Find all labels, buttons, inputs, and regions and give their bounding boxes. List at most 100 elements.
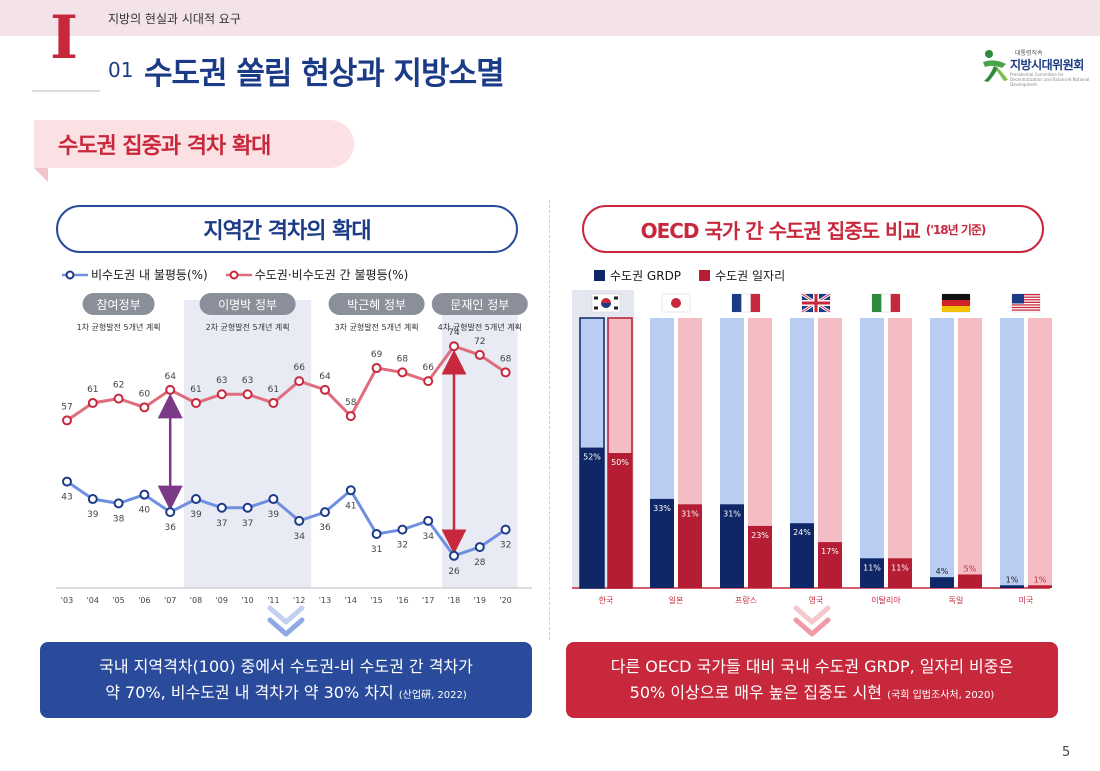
data-label: 68: [397, 354, 409, 364]
logo-mark-icon: [983, 50, 1008, 82]
legend-label-between: 수도권·비수도권 간 불평등(%): [254, 268, 409, 282]
data-point: [216, 389, 227, 400]
right-summary-box: 다른 OECD 국가들 대비 국내 수도권 GRDP, 일자리 비중은 50% …: [566, 642, 1058, 718]
legend-label-jobs: 수도권 일자리: [715, 269, 786, 283]
data-label: 74: [448, 328, 460, 338]
data-label: 36: [164, 523, 176, 533]
data-point: [242, 389, 253, 400]
x-tick-label: '04: [87, 596, 99, 605]
data-point: [397, 524, 408, 535]
value-label-jobs: 17%: [821, 547, 839, 556]
committee-logo: 대통령직속 지방시대위원회 Presidential Committee for…: [980, 46, 1090, 87]
bar-jobs: [958, 574, 982, 588]
x-tick-label: '10: [241, 596, 253, 605]
highlight-outline: [607, 317, 633, 589]
bar-background: [1028, 318, 1052, 588]
data-label: 66: [293, 363, 305, 373]
legend-label-grdp: 수도권 GRDP: [610, 269, 682, 283]
left-summary-line2-wrap: 약 70%, 비수도권 내 격차가 약 30% 차지 (산업硏, 2022): [40, 680, 532, 709]
legend-item-jobs: 수도권 일자리: [699, 267, 785, 284]
period-plan: 4차 균형발전 5개년 계획: [438, 322, 522, 332]
logo-name: 지방시대위원회: [1010, 58, 1084, 72]
x-tick-label: '17: [422, 596, 434, 605]
flag-us-icon: [1011, 293, 1041, 313]
period-plan: 1차 균형발전 5개년 계획: [77, 322, 161, 332]
data-label: 60: [139, 389, 151, 399]
data-label: 34: [422, 532, 434, 542]
data-label: 57: [61, 402, 72, 412]
data-point: [345, 485, 356, 496]
bar-chart-legend: 수도권 GRDP 수도권 일자리: [594, 267, 785, 284]
page-number: 5: [1062, 745, 1071, 760]
flag-de-icon: [941, 293, 971, 313]
bar-jobs: [678, 504, 702, 588]
bar-grdp: [650, 498, 674, 588]
x-tick-label: '15: [370, 596, 382, 605]
bar-jobs: [608, 453, 632, 588]
value-label-grdp: 52%: [583, 453, 601, 462]
data-point: [474, 349, 485, 360]
x-tick-label: '05: [112, 596, 124, 605]
data-label: 31: [371, 545, 382, 555]
data-label: 68: [500, 354, 512, 364]
data-label: 63: [242, 376, 253, 386]
right-summary-source: (국회 입법조사처, 2020): [887, 690, 995, 701]
period-name: 이명박 정부: [218, 298, 277, 312]
value-label-jobs: 50%: [611, 458, 629, 467]
flag-kr-icon: [591, 293, 621, 313]
x-tick-label: '03: [61, 596, 73, 605]
chevron-down-icon: [267, 617, 305, 637]
data-label: 32: [500, 541, 511, 551]
value-label-grdp: 33%: [653, 504, 671, 513]
data-point: [423, 376, 434, 387]
chevron-down-icon: [793, 617, 831, 637]
period-pill: [328, 293, 425, 315]
category-label: 독일: [949, 596, 964, 605]
data-point: [191, 494, 201, 505]
breadcrumb: 지방의 현실과 시대적 요구: [108, 12, 241, 26]
right-panel-title-text: OECD 국가 간 수도권 집중도 비교: [640, 218, 921, 243]
data-point: [268, 397, 279, 408]
value-label-jobs: 1%: [1034, 575, 1047, 584]
bar-grdp: [580, 447, 604, 588]
data-label: 62: [113, 381, 124, 391]
flag-fr-icon: [731, 293, 761, 313]
value-label-grdp: 11%: [863, 563, 881, 572]
value-label-jobs: 31%: [681, 509, 699, 518]
x-tick-label: '07: [164, 596, 176, 605]
legend-line-red-icon: [225, 270, 252, 279]
data-point: [320, 507, 330, 518]
data-point: [113, 498, 124, 509]
data-point: [294, 376, 305, 387]
section-tag: [34, 120, 354, 168]
x-tick-label: '11: [267, 596, 279, 605]
left-summary-source: (산업硏, 2022): [398, 690, 467, 701]
bar-chart: 52% 50% 한국 33% 31% 일본 31% 23% 프랑스 24% 17% 영국 11% 11% 이…: [572, 290, 1052, 605]
left-summary-box: 국내 지역격차(100) 중에서 수도권-비 수도권 간 격차가 약 70%, …: [40, 642, 532, 718]
data-label: 37: [216, 519, 227, 529]
data-label: 40: [139, 506, 151, 516]
data-label: 39: [87, 510, 99, 520]
period-pill: [199, 293, 296, 315]
x-tick-label: '19: [474, 596, 486, 605]
flag-it-icon: [871, 293, 901, 313]
left-panel-title: 지역간 격차의 확대: [56, 205, 518, 253]
data-point: [113, 393, 124, 404]
section-tag-fold: [34, 168, 48, 182]
value-label-jobs: 5%: [964, 565, 977, 574]
data-label: 39: [268, 510, 280, 520]
legend-item-within: 비수도권 내 불평등(%): [62, 266, 208, 283]
data-label: 61: [87, 385, 98, 395]
chevron-down-icon: [793, 605, 831, 625]
data-point: [500, 524, 511, 535]
right-panel-title: OECD 국가 간 수도권 집중도 비교 ('18년 기준): [582, 205, 1044, 253]
data-label: 32: [397, 541, 408, 551]
bar-background: [888, 318, 912, 588]
data-point: [165, 507, 176, 518]
legend-swatch-grdp: [594, 270, 605, 281]
legend-swatch-jobs: [699, 270, 711, 281]
bar-grdp: [930, 577, 954, 588]
legend-item-between: 수도권·비수도권 간 불평등(%): [225, 266, 409, 283]
data-label: 43: [61, 493, 72, 503]
